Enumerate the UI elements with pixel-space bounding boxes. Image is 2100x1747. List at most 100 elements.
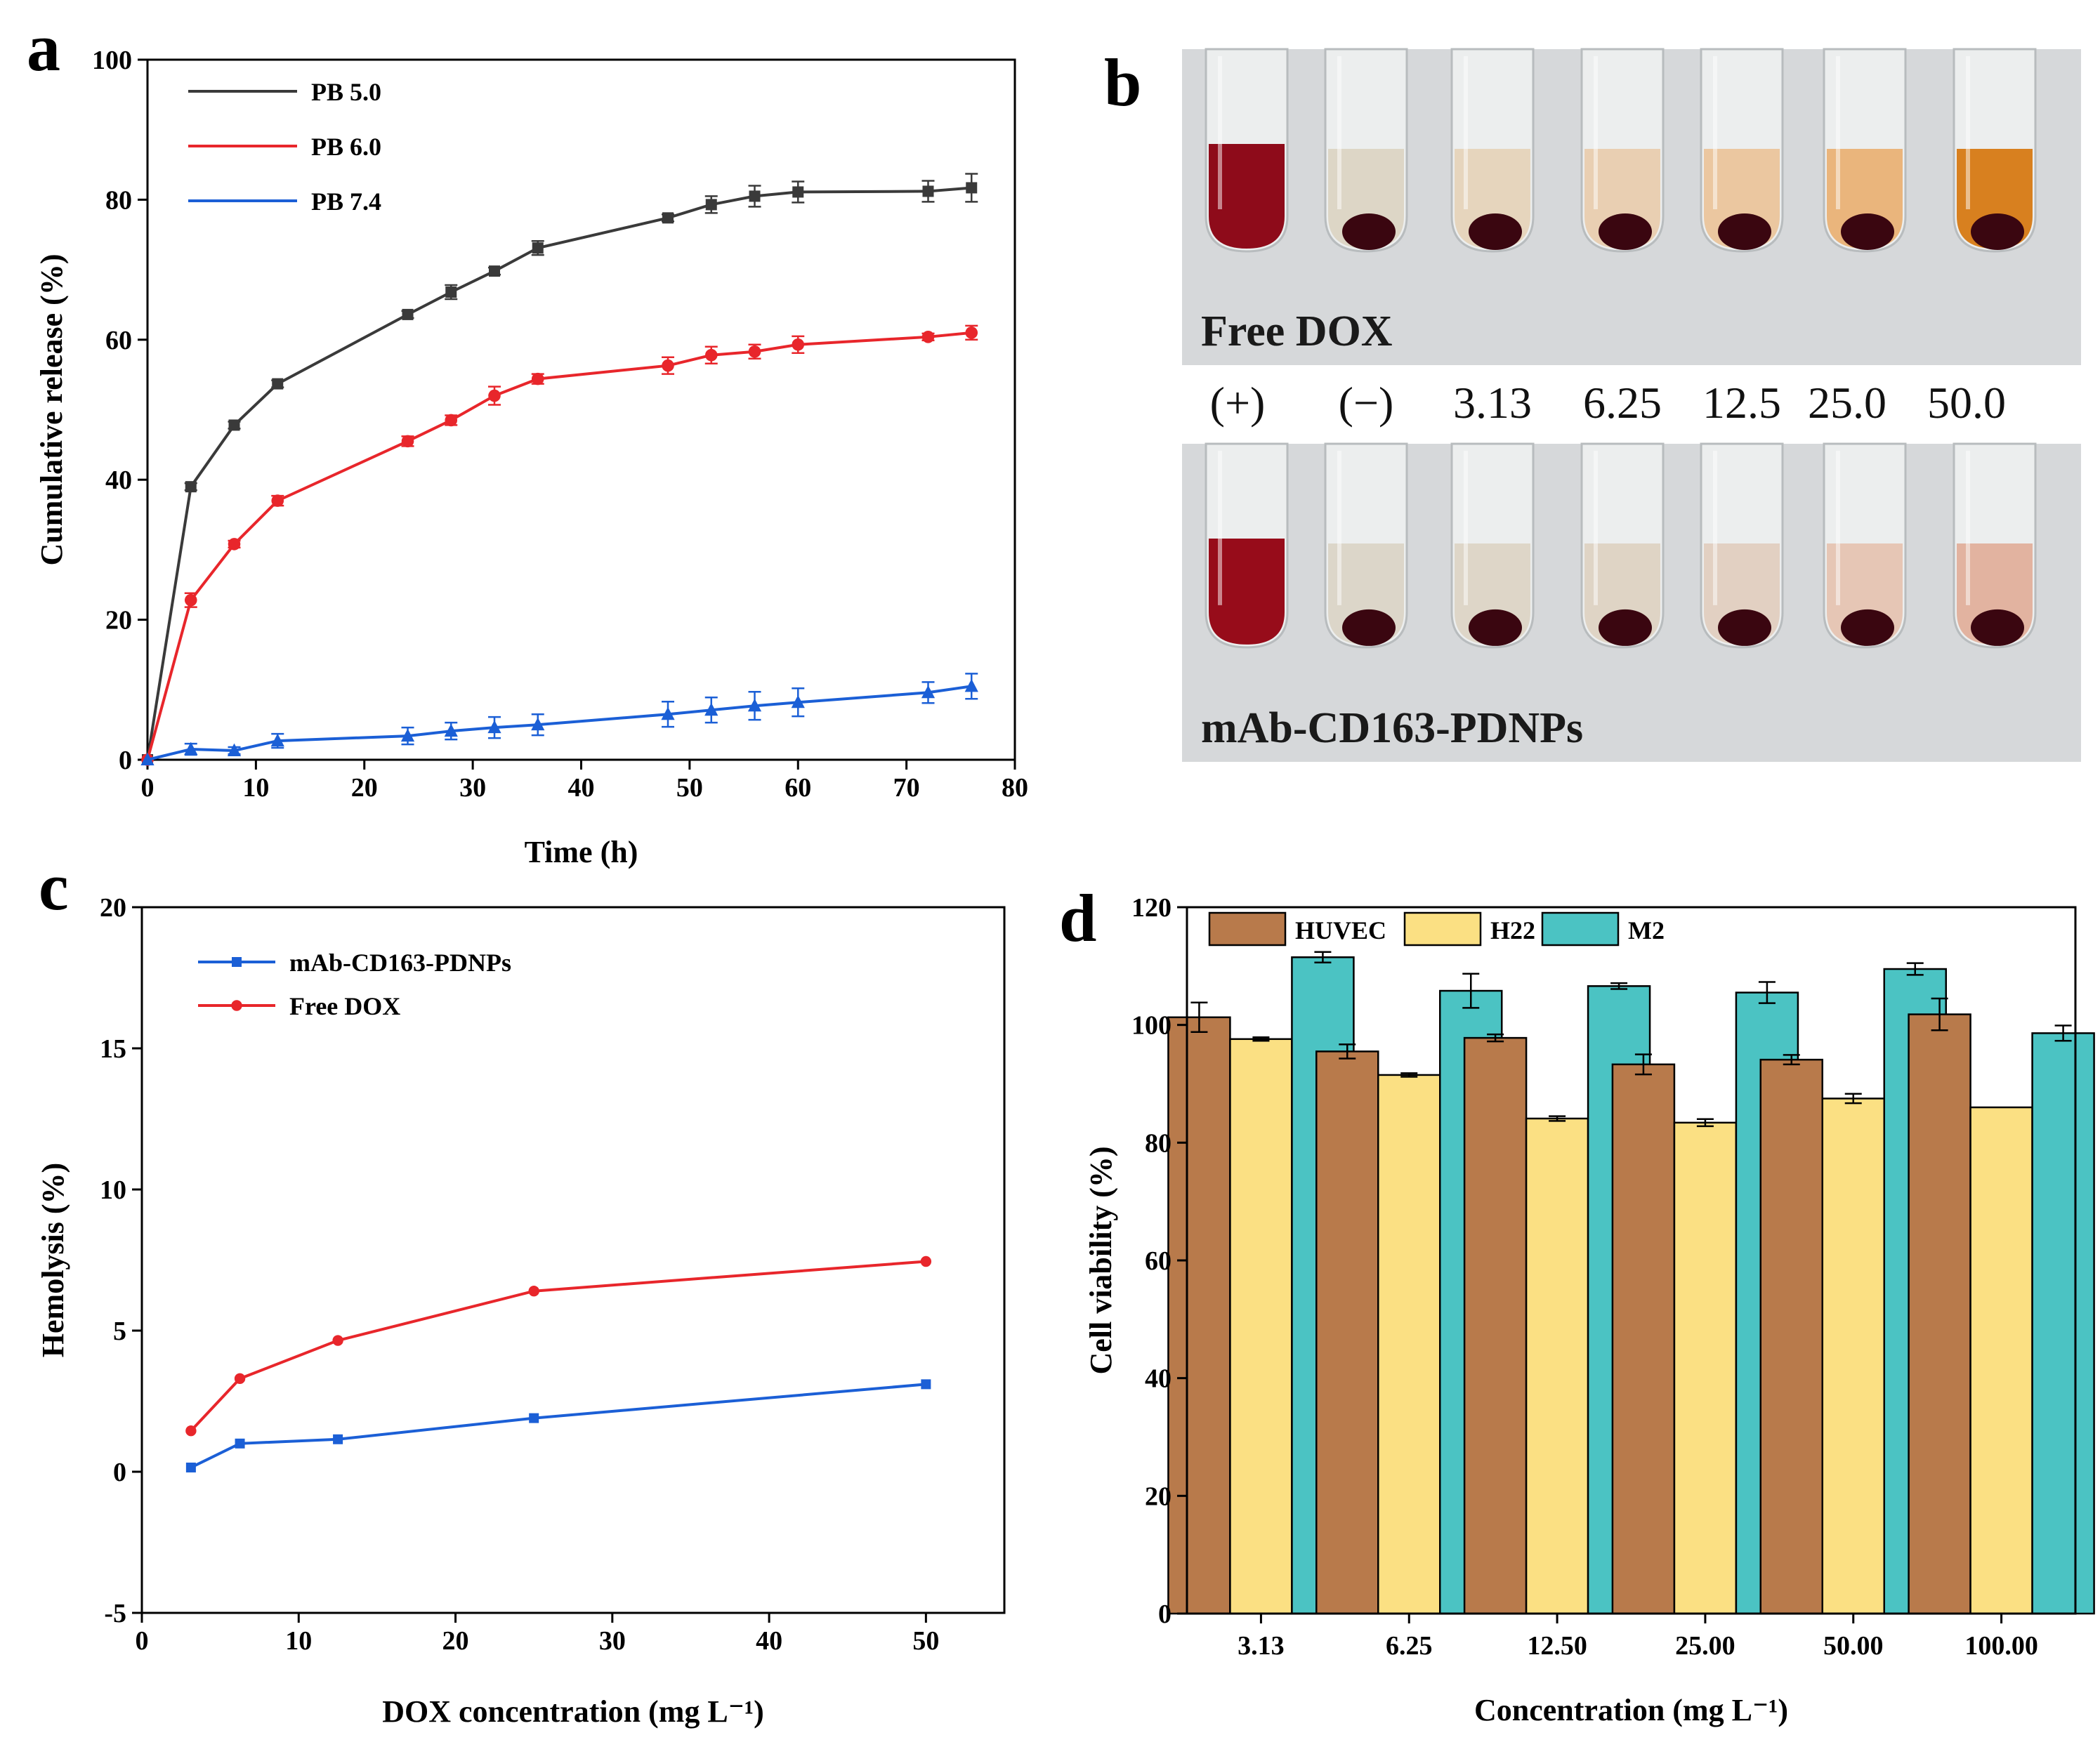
rbc-pellet [1971, 213, 2024, 250]
data-point [529, 1413, 539, 1423]
bar [1229, 1038, 1293, 1615]
data-point [227, 743, 242, 757]
y-tick-label: 40 [105, 466, 132, 495]
data-point [662, 359, 674, 372]
nanoparticle-row-label: mAb-CD163-PDNPs [1201, 704, 1583, 752]
y-tick-label: 20 [100, 893, 126, 923]
data-point [532, 242, 544, 254]
data-point [140, 752, 155, 765]
data-point [964, 678, 978, 692]
x-axis-label: Concentration (mg L⁻¹) [1474, 1693, 1788, 1727]
data-point [185, 481, 197, 493]
x-tick-label: 20 [442, 1626, 469, 1656]
legend-marker [231, 1000, 242, 1011]
rbc-pellet [1469, 213, 1522, 250]
legend-swatch [1541, 911, 1620, 947]
y-axis-label: Cell viability (%) [1084, 1146, 1118, 1374]
bar [1673, 1121, 1738, 1615]
x-tick-label: 12.50 [1527, 1631, 1587, 1661]
bar [1759, 1058, 1823, 1615]
rbc-pellet [1469, 609, 1522, 646]
free-dox-row-label: Free DOX [1201, 308, 1393, 355]
x-tick-label: 50 [676, 773, 703, 803]
rbc-pellet [1971, 609, 2024, 646]
x-tick-label: 40 [756, 1626, 782, 1656]
legend-label: mAb-CD163-PDNPs [289, 949, 511, 977]
rbc-pellet [1718, 213, 1771, 250]
data-point [489, 265, 500, 277]
y-tick-label: 100 [92, 46, 132, 75]
data-point [333, 1434, 343, 1444]
x-tick-label: 30 [459, 773, 486, 803]
data-point [661, 706, 675, 720]
data-point [235, 1438, 245, 1449]
legend-swatch [1403, 911, 1482, 947]
data-point [921, 1379, 931, 1390]
tube-concentration-label: (+) [1210, 378, 1266, 428]
tube-concentration-label: 3.13 [1453, 378, 1532, 428]
data-point [791, 694, 805, 708]
data-point [528, 1286, 539, 1297]
x-tick-label: 20 [351, 773, 378, 803]
tube-concentration-label: 6.25 [1583, 378, 1662, 428]
rbc-pellet [1841, 213, 1894, 250]
data-point [662, 212, 674, 224]
tube-concentration-label: 25.0 [1808, 378, 1886, 428]
y-tick-label: 0 [113, 1458, 126, 1487]
x-tick-label: 100.00 [1964, 1631, 2038, 1661]
data-point [185, 1462, 196, 1472]
legend-marker [232, 957, 242, 967]
bar [1611, 1063, 1676, 1615]
x-tick-label: 10 [242, 773, 269, 803]
plot-frame [146, 58, 1016, 761]
plot-frame [140, 906, 1006, 1614]
x-tick-label: 50 [912, 1626, 939, 1656]
bar [1525, 1117, 1589, 1615]
legend-label: PB 5.0 [311, 78, 381, 106]
data-point [228, 419, 240, 431]
y-tick-label: 80 [105, 185, 132, 215]
data-point [234, 1373, 246, 1385]
series-line [147, 685, 972, 761]
x-tick-label: 30 [599, 1626, 626, 1656]
y-tick-label: 20 [1145, 1482, 1172, 1511]
bar [1969, 1106, 2033, 1615]
data-point [488, 389, 501, 402]
x-tick-label: 0 [141, 773, 155, 803]
legend-label: HUVEC [1295, 916, 1386, 944]
y-tick-label: 80 [1145, 1128, 1172, 1158]
data-point [272, 378, 284, 390]
y-tick-label: 60 [105, 326, 132, 355]
panel-letter-b: b [1104, 45, 1141, 120]
data-point [920, 1255, 932, 1267]
series-line [146, 331, 972, 760]
data-point [705, 199, 717, 211]
x-tick-label: 10 [285, 1626, 312, 1656]
bar [1908, 1013, 1971, 1615]
legend-label: H22 [1490, 916, 1535, 944]
rbc-pellet [1599, 213, 1652, 250]
data-point [749, 190, 761, 202]
y-axis-label: Hemolysis (%) [36, 1163, 70, 1357]
panel-letter-c: c [39, 849, 69, 924]
tube-liquid [1209, 539, 1285, 645]
y-tick-label: 15 [100, 1034, 126, 1064]
tube-concentration-label: 12.5 [1702, 378, 1781, 428]
data-point [921, 331, 935, 343]
series-line [190, 1260, 926, 1432]
tube-photo-panel: Free DOX mAb-CD163-PDNPs (+) (−) 3.13 6.25 12.… [1182, 48, 2081, 762]
data-point [402, 308, 414, 320]
y-tick-label: 120 [1131, 893, 1172, 923]
legend-label: M2 [1628, 916, 1665, 944]
tube-liquid [1209, 144, 1285, 249]
y-tick-label: -5 [104, 1599, 126, 1628]
x-tick-label: 6.25 [1386, 1631, 1433, 1661]
data-point [184, 593, 197, 607]
bar [2031, 1032, 2095, 1615]
data-point [401, 435, 414, 448]
y-tick-label: 100 [1131, 1011, 1172, 1041]
bar [1377, 1074, 1441, 1615]
y-tick-label: 0 [119, 746, 132, 775]
legend-label: PB 6.0 [311, 133, 381, 161]
